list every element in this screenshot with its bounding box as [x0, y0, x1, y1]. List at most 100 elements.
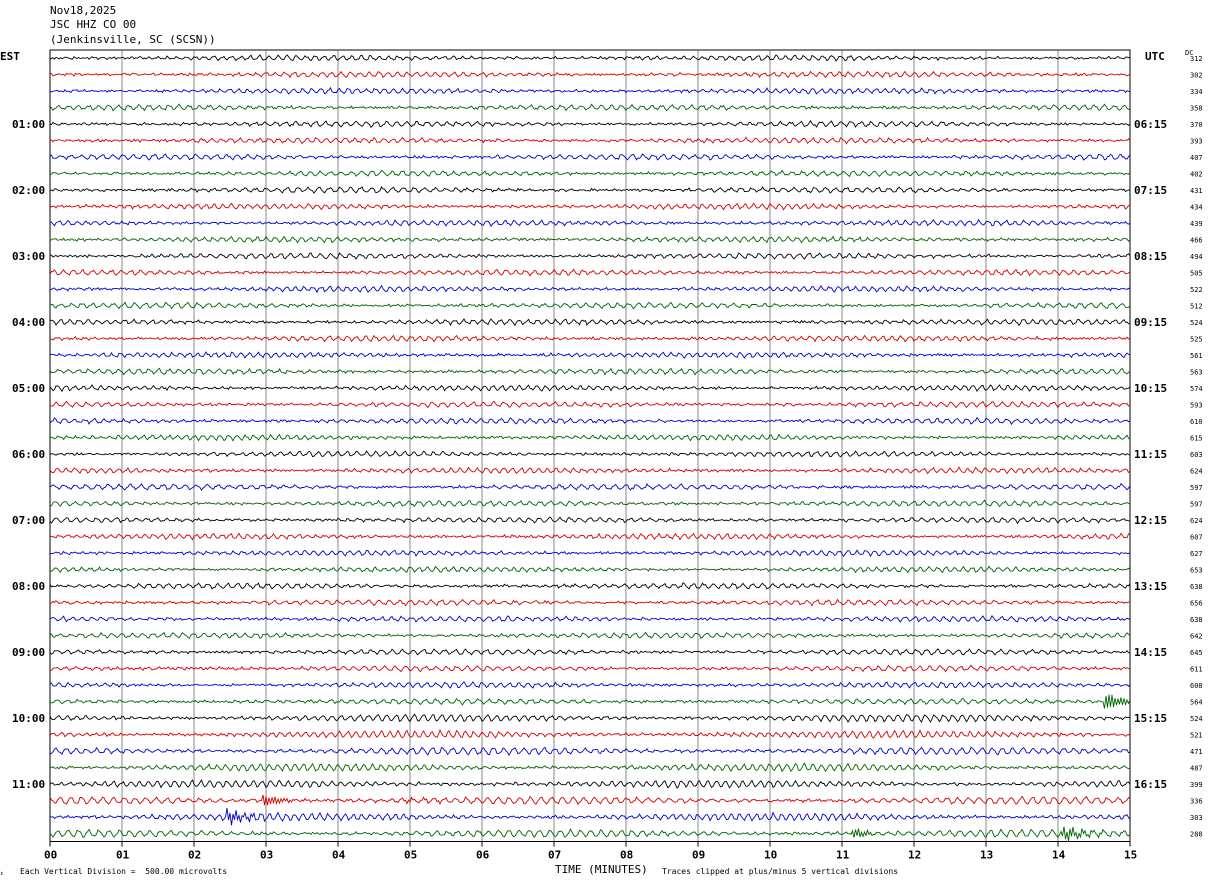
- trace-14: [49, 268, 1131, 277]
- x-axis-label: TIME (MINUTES): [555, 863, 648, 876]
- dc-offset-36: 642: [1190, 633, 1203, 641]
- time-label-est-02:00: 02:00: [12, 184, 45, 197]
- dc-offset-11: 439: [1190, 220, 1203, 228]
- time-label-utc-12:15: 12:15: [1134, 514, 1167, 527]
- x-tick-label-06: 06: [476, 849, 490, 862]
- dc-offset-7: 407: [1190, 154, 1203, 162]
- dc-offset-29: 624: [1190, 517, 1203, 525]
- trace-11: [49, 218, 1131, 227]
- dc-offset-23: 610: [1190, 418, 1203, 426]
- time-label-utc-16:15: 16:15: [1134, 778, 1167, 791]
- x-tick-label-00: 00: [44, 849, 57, 862]
- trace-2: [49, 70, 1131, 79]
- dc-offset-2: 302: [1190, 72, 1203, 80]
- trace-4: [49, 103, 1131, 112]
- vertical-scale-note: Each Vertical Division = 500.00 microvol…: [20, 867, 228, 876]
- trace-34: [49, 598, 1130, 607]
- dc-offset-37: 645: [1190, 649, 1203, 657]
- trace-25: [49, 450, 1131, 458]
- trace-48: [49, 826, 1131, 841]
- station-date: Nov18,2025: [50, 4, 117, 17]
- dc-offset-22: 593: [1190, 402, 1203, 410]
- trace-3: [49, 86, 1131, 95]
- x-tick-label-04: 04: [332, 849, 346, 862]
- trace-33: [49, 582, 1131, 590]
- trace-17: [49, 318, 1130, 327]
- corner-mark: ↕: [0, 870, 4, 877]
- dc-offset-32: 653: [1190, 567, 1203, 575]
- time-label-utc-09:15: 09:15: [1134, 316, 1167, 329]
- dc-offset-33: 638: [1190, 583, 1203, 591]
- trace-18: [49, 334, 1131, 343]
- dc-offset-3: 334: [1190, 88, 1203, 96]
- trace-20: [49, 367, 1131, 376]
- dc-offset-19: 561: [1190, 352, 1203, 360]
- x-tick-label-11: 11: [836, 849, 850, 862]
- trace-9: [49, 185, 1131, 194]
- trace-41: [49, 713, 1131, 724]
- trace-6: [49, 136, 1131, 145]
- trace-35: [49, 614, 1131, 623]
- dc-offset-21: 574: [1190, 385, 1203, 393]
- dc-offset-45: 399: [1190, 781, 1203, 789]
- x-tick-label-02: 02: [188, 849, 201, 862]
- time-label-est-06:00: 06:00: [12, 448, 45, 461]
- dc-offset-15: 522: [1190, 286, 1203, 294]
- trace-1: [49, 54, 1130, 62]
- dc-offset-28: 597: [1190, 501, 1203, 509]
- x-tick-label-07: 07: [548, 849, 561, 862]
- clip-note: Traces clipped at plus/minus 5 vertical …: [662, 867, 899, 876]
- plot-frame: [49, 49, 1131, 842]
- dc-offset-9: 431: [1190, 187, 1203, 195]
- dc-offset-43: 471: [1190, 748, 1203, 756]
- x-tick-label-13: 13: [980, 849, 993, 862]
- dc-offset-5: 370: [1190, 121, 1203, 129]
- dc-offset-8: 402: [1190, 171, 1203, 179]
- dc-offset-header: DC: [1185, 49, 1194, 57]
- time-label-est-11:00: 11:00: [12, 778, 45, 791]
- trace-26: [49, 466, 1131, 475]
- trace-37: [49, 648, 1131, 656]
- dc-offset-34: 656: [1190, 600, 1203, 608]
- dc-offset-1: 312: [1190, 55, 1203, 63]
- trace-19: [49, 351, 1131, 359]
- x-tick-label-08: 08: [620, 849, 633, 862]
- dc-offset-35: 638: [1190, 616, 1203, 624]
- dc-offset-10: 434: [1190, 204, 1203, 212]
- trace-27: [49, 482, 1131, 491]
- time-label-est-08:00: 08:00: [12, 580, 45, 593]
- trace-36: [49, 631, 1131, 640]
- trace-22: [49, 400, 1131, 409]
- timezone-right-label: UTC: [1145, 50, 1165, 63]
- trace-47: [49, 808, 1131, 826]
- trace-24: [49, 433, 1131, 442]
- dc-offset-25: 603: [1190, 451, 1203, 459]
- time-label-est-05:00: 05:00: [12, 382, 45, 395]
- trace-30: [49, 532, 1131, 541]
- trace-15: [49, 284, 1131, 294]
- dc-offset-27: 597: [1190, 484, 1203, 492]
- trace-28: [49, 499, 1131, 508]
- trace-40: [49, 694, 1131, 709]
- dc-offset-4: 358: [1190, 105, 1203, 113]
- trace-32: [49, 565, 1131, 574]
- x-tick-label-03: 03: [260, 849, 273, 862]
- axis-labels: 312 302 334 358 370 393 407 402 431 434 439 466 494 5…: [12, 55, 1203, 876]
- trace-23: [49, 416, 1131, 426]
- trace-10: [49, 202, 1130, 211]
- dc-offset-46: 336: [1190, 798, 1203, 806]
- time-label-utc-15:15: 15:15: [1134, 712, 1167, 725]
- trace-13: [49, 252, 1131, 260]
- time-label-utc-10:15: 10:15: [1134, 382, 1167, 395]
- trace-42: [49, 729, 1131, 740]
- dc-offset-20: 563: [1190, 369, 1203, 377]
- dc-offset-30: 607: [1190, 534, 1203, 542]
- trace-21: [49, 384, 1131, 393]
- time-label-est-07:00: 07:00: [12, 514, 45, 527]
- trace-12: [49, 235, 1131, 244]
- trace-46: [49, 794, 1131, 806]
- dc-offset-13: 494: [1190, 253, 1203, 261]
- dc-offset-24: 615: [1190, 435, 1203, 443]
- dc-offset-48: 288: [1190, 831, 1203, 839]
- trace-31: [49, 549, 1131, 558]
